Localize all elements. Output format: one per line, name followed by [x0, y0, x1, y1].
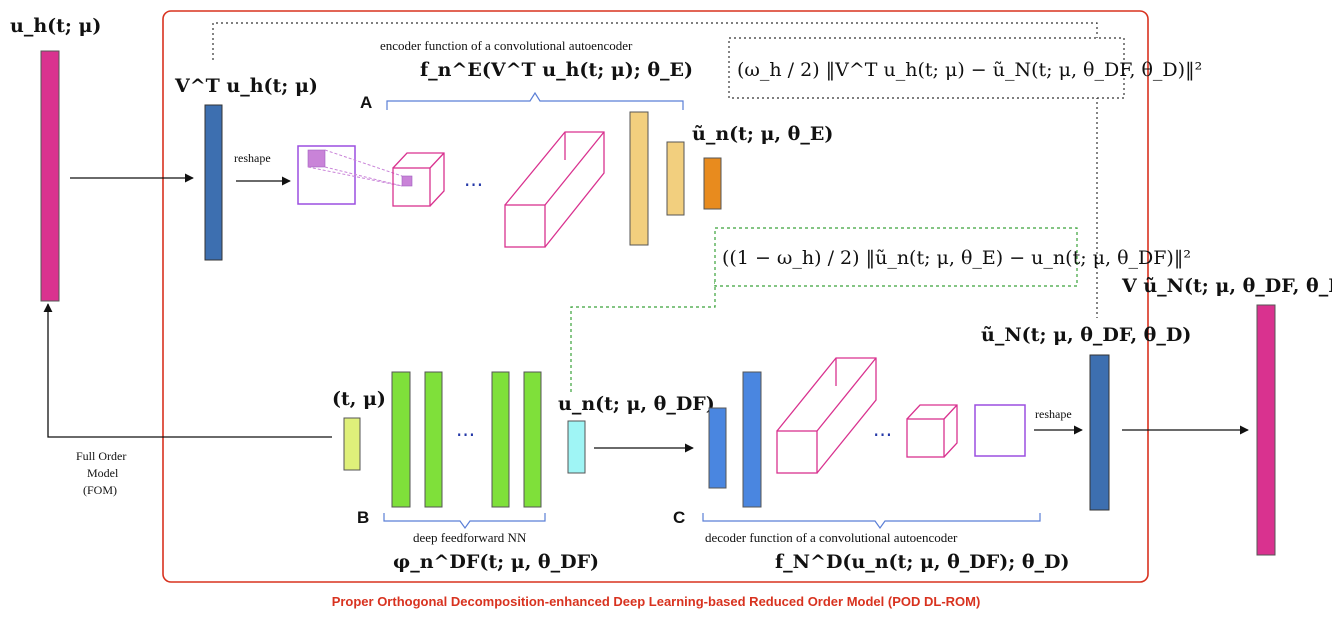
decoder-brace [702, 513, 1041, 530]
conv-ray-3 [307, 166, 403, 187]
conv-patch [307, 149, 326, 168]
un-tilde-n-label: ũ_N(t; μ, θ_DF, θ_D) [981, 324, 1191, 346]
un-tilde-e-label: ũ_n(t; μ, θ_E) [692, 123, 833, 145]
encoder-dense-1 [629, 111, 649, 246]
encoder-dense-2 [666, 141, 685, 216]
top-loss-formula: (ω_h / 2) ‖V^T u_h(t; μ) − ũ_N(t; μ, θ_D… [737, 59, 1202, 81]
phi-function: φ_n^DF(t; μ, θ_DF) [393, 551, 599, 573]
t-mu-vector [343, 417, 361, 471]
output-label: V ũ_N(t; μ, θ_DF, θ_D) [1121, 275, 1332, 297]
figure-caption: Proper Orthogonal Decomposition-enhanced… [332, 594, 981, 609]
mid-loss-dashed-path [570, 280, 716, 392]
encoder-brace [386, 91, 684, 110]
latent-encoder [703, 157, 722, 210]
conv-ray-2 [324, 166, 403, 187]
decoder-cube-small [906, 404, 958, 458]
conv-ray-1 [324, 149, 403, 177]
encoder-label: encoder function of a convolutional auto… [380, 38, 633, 53]
dfnn-layer-4 [523, 371, 542, 508]
dfnn-layer-2 [424, 371, 443, 508]
output-vector [1256, 304, 1276, 556]
latent-dfnn [567, 420, 586, 474]
dfnn-layer-1 [391, 371, 411, 508]
encoder-dots: ··· [464, 173, 483, 197]
encoder-cube-small [392, 152, 445, 207]
conv-target-cell [401, 175, 413, 187]
uh-label: u_h(t; μ) [10, 15, 101, 37]
dfnn-dots: ··· [456, 423, 475, 447]
mid-loss-box [714, 227, 1078, 287]
output-image [974, 404, 1026, 457]
un-df-label: u_n(t; μ, θ_DF) [558, 393, 715, 415]
decoder-box-long [776, 357, 877, 474]
letter-a: A [360, 93, 372, 112]
letter-b: B [357, 508, 369, 527]
fom-line-3: (FOM) [83, 483, 117, 497]
fom-feedback-line [43, 303, 332, 438]
reshape-left-label: reshape [234, 151, 271, 165]
vtuh-label: V^T u_h(t; μ) [174, 75, 318, 97]
fom-line-1: Full Order [76, 449, 126, 463]
fom-line-2: Model [87, 466, 119, 480]
decoder-dots: ··· [873, 423, 892, 447]
decoder-function: f_N^D(u_n(t; μ, θ_DF); θ_D) [775, 551, 1069, 573]
top-loss-box [728, 37, 1125, 99]
uh-vector [40, 50, 60, 302]
decoder-dense-1 [708, 407, 727, 489]
model-frame [162, 10, 1149, 583]
input-image [297, 145, 356, 205]
un-tilde-n-vector [1089, 354, 1110, 511]
t-mu-label: (t, μ) [332, 388, 386, 410]
decoder-dense-2 [742, 371, 762, 508]
encoder-function: f_n^E(V^T u_h(t; μ); θ_E) [420, 59, 693, 81]
dfnn-brace [383, 513, 546, 530]
encoder-box-long [504, 131, 605, 248]
dfnn-label: deep feedforward NN [413, 530, 527, 545]
decoder-label: decoder function of a convolutional auto… [705, 530, 958, 545]
letter-c: C [673, 508, 685, 527]
vtuh-vector [204, 104, 223, 261]
mid-loss-formula: ((1 − ω_h) / 2) ‖ũ_n(t; μ, θ_E) − u_n(t;… [722, 247, 1191, 269]
reshape-right-label: reshape [1035, 407, 1072, 421]
dfnn-layer-3 [491, 371, 510, 508]
